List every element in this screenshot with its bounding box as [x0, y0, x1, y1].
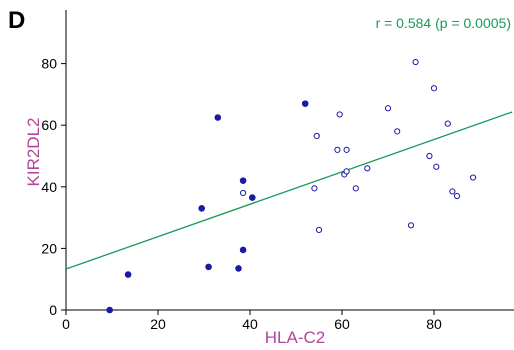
data-point-open [240, 189, 247, 197]
data-point-open [334, 146, 341, 153]
points-group [106, 58, 477, 314]
data-point-open [394, 128, 401, 135]
y-tick-label: 80 [41, 56, 57, 72]
data-point-filled [106, 306, 113, 314]
data-point-open [426, 152, 433, 160]
x-tick-label: 60 [334, 316, 350, 332]
data-point-filled [214, 114, 222, 121]
data-point-open [470, 174, 477, 181]
data-point-filled [239, 177, 247, 184]
correlation-annotation: r = 0.584 (p = 0.0005) [376, 15, 511, 31]
y-tick-label: 60 [41, 117, 57, 133]
data-point-filled [235, 265, 242, 272]
y-tick-label: 0 [49, 302, 57, 318]
data-point-open [311, 185, 318, 192]
data-point-filled [301, 100, 309, 107]
x-tick-label: 0 [62, 316, 70, 332]
y-tick-label: 40 [41, 179, 57, 195]
data-point-open [352, 185, 359, 192]
ticks: 0 20 40 60 80 0 20 40 60 80 [41, 56, 442, 332]
data-point-open [449, 188, 456, 195]
data-point-open [336, 111, 343, 118]
data-point-open [444, 120, 451, 127]
data-point-open [412, 58, 419, 66]
data-point-open [343, 146, 350, 153]
x-tick-label: 40 [242, 316, 258, 332]
data-point-open [433, 163, 440, 170]
data-point-filled [205, 263, 212, 271]
data-point-open [430, 85, 438, 92]
axes [65, 10, 514, 311]
panel-letter: D [8, 7, 25, 34]
data-point-filled [249, 194, 256, 201]
data-point-filled [198, 205, 205, 212]
data-point-open [364, 165, 371, 172]
x-axis-title: HLA-C2 [265, 328, 325, 347]
data-point-open [407, 222, 415, 229]
data-point-filled [239, 246, 247, 254]
data-point-open [453, 192, 461, 200]
x-tick-label: 80 [426, 316, 442, 332]
regression-line [65, 111, 513, 270]
data-point-open [315, 226, 323, 234]
data-point-filled [124, 271, 132, 278]
y-tick-label: 20 [41, 240, 57, 256]
fit-line-group [65, 111, 513, 270]
data-point-open [343, 168, 350, 175]
y-axis-title: KIR2DL2 [24, 118, 43, 187]
data-point-open [313, 132, 320, 140]
x-tick-label: 20 [150, 316, 166, 332]
data-point-open [384, 105, 392, 112]
